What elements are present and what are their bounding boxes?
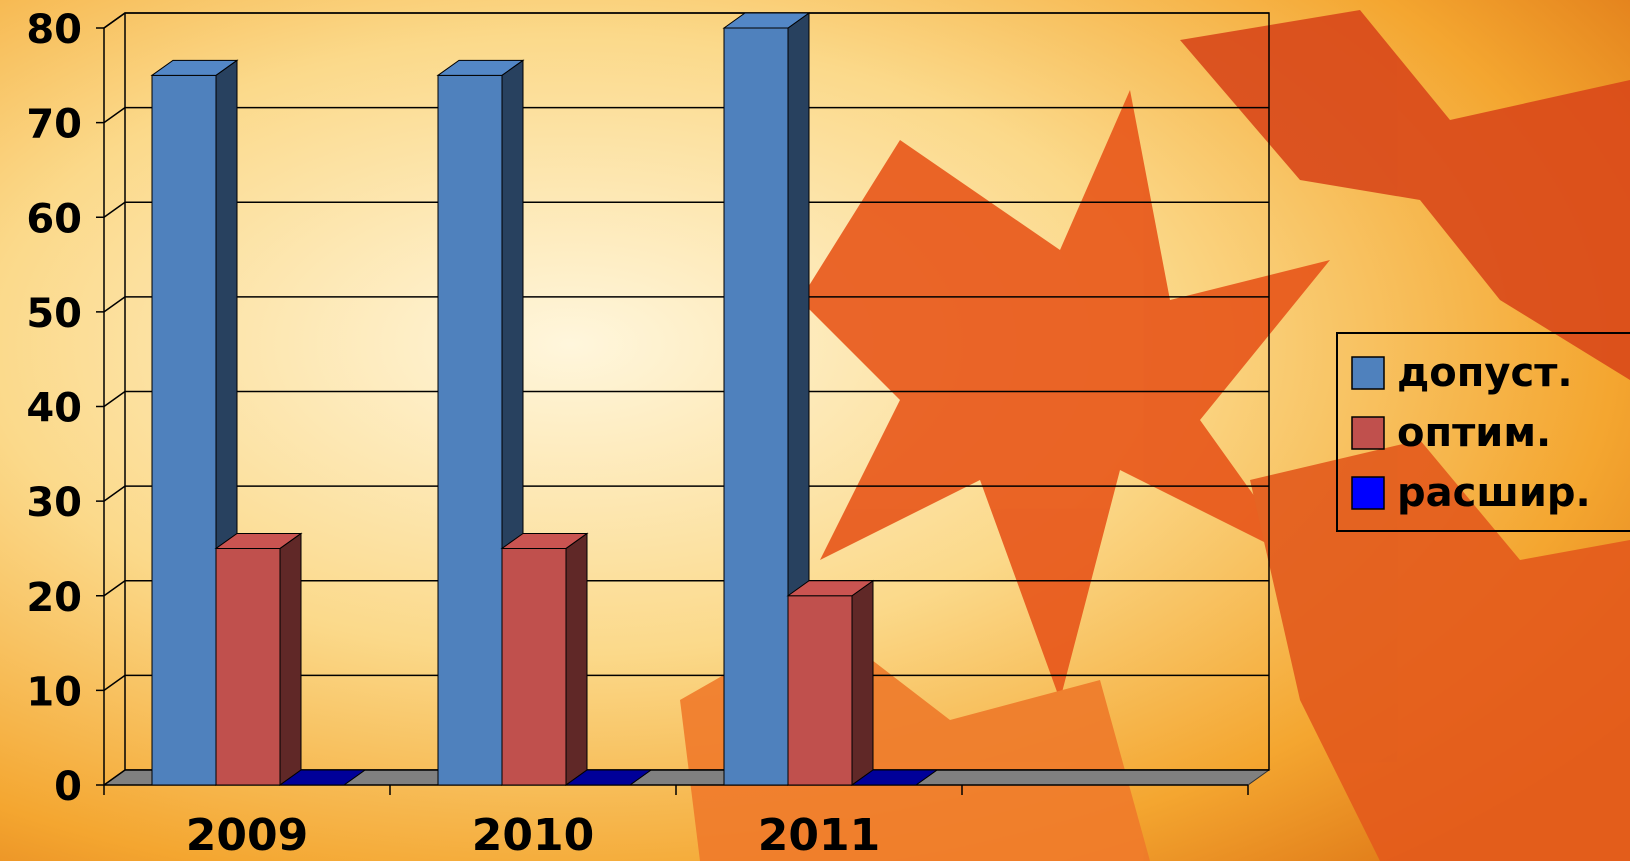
y-tick-label: 50 [26,291,82,337]
bar-top [786,580,875,597]
bar [214,532,303,786]
y-tick-label: 30 [26,480,82,526]
legend-swatch [1351,476,1385,510]
bar-side [279,532,302,786]
bar-front [215,547,281,786]
legend-label: допуст. [1397,350,1573,396]
bar-front [151,74,217,786]
bar-top [722,12,811,29]
bar [850,769,939,786]
bar-front [501,547,567,786]
y-tick-label: 0 [54,764,82,810]
legend-label: оптим. [1397,410,1551,456]
x-tick-label: 2010 [472,810,594,861]
x-tick-label: 2009 [186,810,308,861]
bar-side [851,579,874,786]
bar-top [564,769,653,786]
grid-line [103,296,126,313]
bar-top [500,532,589,549]
legend-box [1336,332,1630,532]
grid-line [103,674,126,691]
bar-top [278,769,367,786]
y-tick-label: 40 [26,386,82,432]
legend-label: расшир. [1397,470,1591,516]
y-tick-label: 70 [26,102,82,148]
bar [786,579,875,786]
bar-top [150,59,239,76]
grid-line [103,201,126,218]
bar-front [437,74,503,786]
grid-line [103,580,126,597]
y-tick-label: 20 [26,575,82,621]
y-tick-label: 10 [26,669,82,715]
x-tick-label: 2011 [758,810,880,861]
bar-front [723,27,789,786]
bar-side [565,532,588,786]
bar-top [436,59,525,76]
grid-line [103,769,126,786]
bar [500,532,589,786]
legend-swatch [1351,416,1385,450]
bar-top [850,769,939,786]
bar-top [214,532,303,549]
y-tick-label: 80 [26,7,82,53]
bar [278,769,367,786]
bar [564,769,653,786]
grid-line [103,12,126,29]
bar-front [787,595,853,786]
grid-line [103,390,126,408]
grid-line [103,107,126,124]
legend-swatch [1351,356,1385,390]
grid-line [103,485,126,502]
y-tick-label: 60 [26,196,82,242]
